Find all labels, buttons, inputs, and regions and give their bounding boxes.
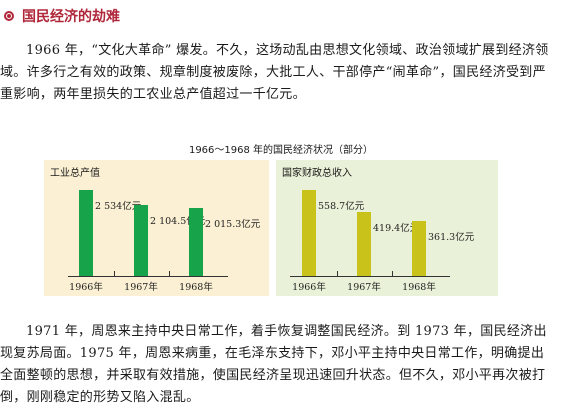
paragraph-1: 1966 年，“文化大革命” 爆发。不久，这场动乱由思想文化领域、政治领域扩展到… [0,43,549,102]
bar-1967年 [357,211,371,276]
x-tick [336,271,338,276]
x-tick [113,271,115,276]
bar-value-label: 419.4亿元 [373,222,420,234]
x-tick [391,271,393,276]
bar-1968年 [412,220,426,276]
panel-label: 工业总产值 [50,168,100,179]
fiscal-revenue-chart: 国家财政总收入 558.7亿元 1966年 419.4亿元 1967年 361.3亿元 1… [276,160,498,296]
section-heading: 国民经济的劫难 [4,6,120,26]
section-title-text: 国民经济的劫难 [22,9,120,25]
paragraph-2: 1971 年，周恩来主持中央日常工作，着手恢复调整国民经济。到 1973 年，国… [0,324,547,405]
industrial-output-chart: 工业总产值 2 534亿元 1966年 2 104.5亿元 1967年 2 015.3亿… [44,160,269,296]
x-axis-line [68,276,228,277]
chart-title: 1966～1968 年的国民经济状况（部分） [188,145,374,156]
bar-value-label: 2 534亿元 [95,201,142,213]
x-axis-line [290,276,450,277]
x-tick-label: 1967年 [124,282,158,293]
bar-1966年 [302,190,316,276]
x-tick-label: 1968年 [179,282,213,293]
bar-1967年 [134,204,148,276]
circle-bullet-icon [4,11,14,21]
x-tick-label: 1967年 [347,282,381,293]
bar-value-label: 2 104.5亿元 [150,215,206,227]
x-tick-label: 1966年 [292,282,326,293]
bar-1968年 [189,207,203,276]
bar-value-label: 2 015.3亿元 [205,218,261,230]
bar-1966年 [79,190,93,276]
bar-value-label: 361.3亿元 [428,231,475,243]
x-tick-label: 1968年 [402,282,436,293]
panel-label: 国家财政总收入 [282,168,352,179]
bar-value-label: 558.7亿元 [318,201,365,213]
x-tick-label: 1966年 [69,282,103,293]
x-tick [168,271,170,276]
